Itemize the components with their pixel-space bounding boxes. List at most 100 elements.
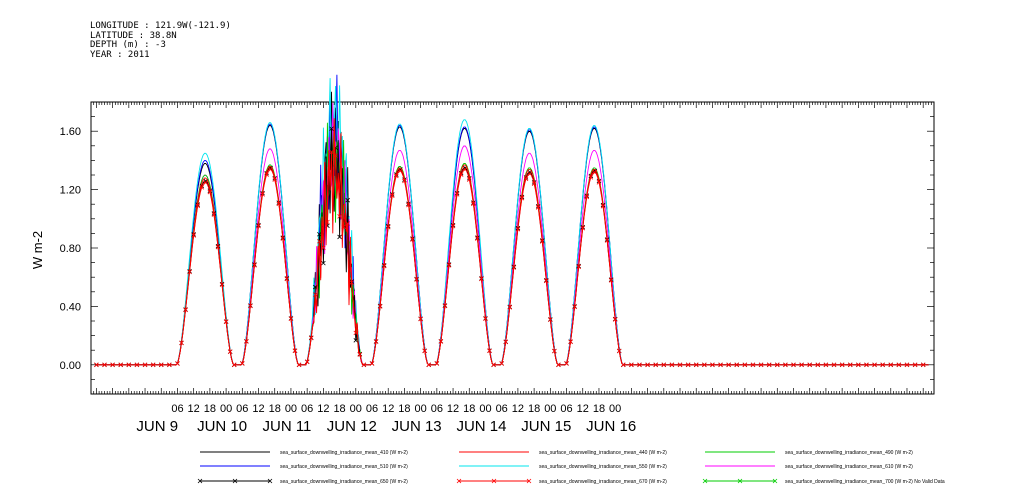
y-tick-label: 0.40 — [60, 301, 81, 313]
series-marker — [389, 193, 395, 198]
series-marker — [337, 234, 342, 240]
x-hour-label: 12 — [512, 403, 524, 415]
series-marker — [357, 352, 363, 357]
series-marker — [158, 362, 164, 368]
legend-marker — [772, 478, 778, 484]
series-marker — [548, 317, 553, 323]
header-depth: DEPTH (m) : -3 — [90, 40, 166, 50]
series-marker — [556, 362, 561, 368]
series-marker — [134, 362, 140, 368]
series-marker — [475, 236, 480, 241]
series-marker — [831, 362, 837, 368]
series-marker — [702, 362, 707, 368]
series-marker — [329, 149, 334, 155]
series-marker — [195, 203, 201, 209]
series-marker — [507, 305, 513, 310]
series-marker — [576, 264, 581, 270]
series-marker — [345, 197, 350, 203]
series-line — [96, 91, 929, 366]
series-marker — [187, 269, 192, 275]
series-marker — [487, 348, 492, 354]
series-marker — [284, 276, 290, 282]
legend-marker — [456, 478, 462, 484]
series-marker — [442, 303, 448, 309]
series-marker — [126, 362, 132, 368]
x-hour-label: 06 — [301, 403, 313, 415]
series-marker — [264, 172, 269, 177]
series-marker — [572, 304, 577, 310]
series-marker — [410, 237, 415, 242]
header-latitude: LATITUDE : 38.8N — [90, 30, 177, 41]
series-marker — [718, 362, 723, 368]
series-marker — [758, 362, 764, 368]
legend-label: sea_surface_downwelling_irradiance_mean_… — [539, 464, 667, 470]
series-line — [96, 133, 929, 366]
series-marker — [856, 362, 861, 368]
series-marker — [896, 362, 902, 368]
legend-marker — [491, 478, 497, 484]
y-tick-label: 0.00 — [60, 360, 81, 372]
series-marker — [592, 170, 598, 175]
series-marker — [321, 245, 326, 251]
series-marker — [783, 362, 788, 368]
series-marker — [292, 348, 298, 354]
series-marker — [207, 189, 213, 195]
series-marker — [418, 316, 423, 322]
series-marker — [414, 277, 419, 282]
series-marker — [479, 276, 484, 282]
x-hour-label: 12 — [252, 403, 264, 415]
x-hour-label: 12 — [447, 403, 459, 415]
x-hour-label: 18 — [528, 403, 540, 415]
series-marker — [608, 278, 614, 283]
series-marker — [223, 319, 229, 325]
series-marker — [312, 284, 318, 290]
x-hour-label: 00 — [285, 403, 297, 415]
series-marker — [815, 362, 821, 368]
series-marker — [240, 361, 245, 366]
series-marker — [904, 362, 910, 368]
series-marker — [142, 362, 148, 368]
x-hour-label: 18 — [398, 403, 410, 415]
series-marker — [511, 265, 517, 270]
series-marker — [791, 362, 796, 368]
plot-header: LONGITUDE : 121.9W(-121.9) LATITUDE : 38… — [90, 21, 231, 60]
x-hour-label: 18 — [593, 403, 605, 415]
series-marker — [499, 361, 504, 366]
series-marker — [256, 223, 261, 229]
series-marker — [450, 223, 456, 229]
x-hour-label: 06 — [560, 403, 572, 415]
series-marker — [685, 362, 691, 368]
series-marker — [912, 362, 918, 368]
series-marker — [244, 339, 249, 344]
series-marker — [604, 238, 610, 243]
series-marker — [110, 362, 115, 368]
series-marker — [483, 316, 488, 322]
series-marker — [600, 203, 606, 209]
series-marker — [373, 339, 379, 344]
x-hour-label: 00 — [350, 403, 362, 415]
series-marker — [211, 212, 217, 217]
series-marker — [491, 362, 496, 368]
series-marker — [167, 362, 172, 368]
series-marker — [422, 348, 427, 354]
series-marker — [260, 192, 265, 197]
legend-marker — [197, 478, 203, 484]
series-marker — [248, 303, 253, 309]
y-axis-title: W m-2 — [30, 231, 45, 269]
series-marker — [102, 362, 107, 368]
series-marker — [179, 340, 184, 346]
series-marker — [361, 362, 367, 368]
x-hour-label: 12 — [188, 403, 200, 415]
series-marker — [219, 282, 225, 288]
y-tick-label: 1.60 — [60, 126, 81, 138]
series-marker — [312, 292, 318, 297]
series-marker — [203, 180, 209, 185]
x-hour-label: 12 — [577, 403, 589, 415]
series-marker — [191, 233, 196, 238]
series-marker — [304, 359, 310, 365]
series-marker — [280, 236, 286, 241]
series-marker — [466, 177, 472, 182]
series-marker — [454, 192, 460, 197]
legend-marker — [526, 478, 532, 484]
series-marker — [653, 362, 658, 368]
